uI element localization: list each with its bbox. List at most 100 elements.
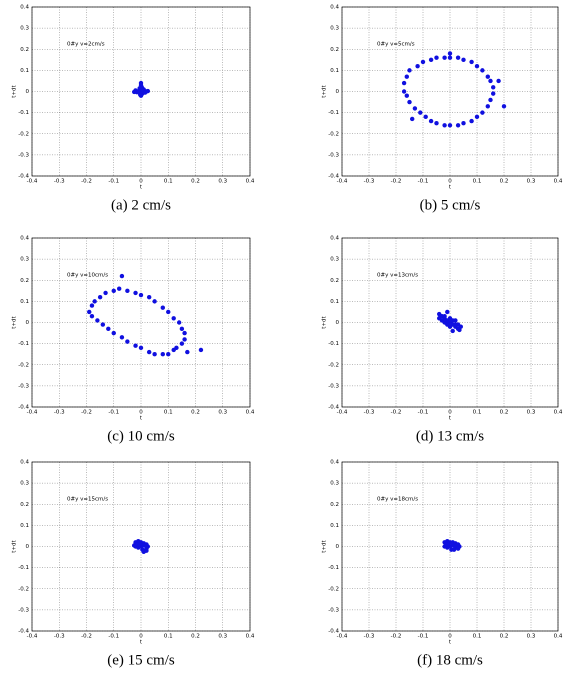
point bbox=[474, 114, 480, 120]
point bbox=[407, 68, 412, 73]
x-tick-label: 0.2 bbox=[191, 179, 200, 185]
point bbox=[119, 335, 125, 340]
y-tick-label: 0.2 bbox=[20, 502, 29, 508]
annotation: 0#y v=15cm/s bbox=[67, 497, 108, 503]
y-tick-label: 0.2 bbox=[330, 278, 339, 284]
x-tick-label: 0.3 bbox=[218, 410, 227, 416]
point bbox=[434, 120, 439, 126]
y-tick-label: -0.1 bbox=[328, 341, 339, 347]
x-tick-label: -0.4 bbox=[337, 634, 348, 640]
y-tick-label: 0.4 bbox=[20, 5, 29, 11]
y-tick-label: 0 bbox=[336, 320, 340, 326]
x-tick-label: -0.1 bbox=[418, 410, 429, 416]
y-tick-label: -0.4 bbox=[18, 405, 29, 411]
y-tick-label: 0.1 bbox=[20, 523, 29, 529]
y-axis-label: t+dt bbox=[12, 315, 18, 328]
x-tick-label: -0.2 bbox=[81, 179, 92, 185]
y-tick-label: -0.3 bbox=[18, 383, 29, 389]
annotation: 0#y v=5cm/s bbox=[377, 42, 415, 48]
y-tick-label: -0.3 bbox=[18, 607, 29, 613]
x-tick-label: -0.1 bbox=[108, 179, 119, 185]
y-tick-label: -0.1 bbox=[18, 110, 29, 116]
y-tick-label: 0.3 bbox=[330, 26, 339, 32]
point bbox=[89, 303, 95, 308]
annotation: 0#y v=10cm/s bbox=[67, 273, 108, 279]
caption: (a) 2 cm/s bbox=[111, 197, 171, 213]
y-axis-label: t+dt bbox=[322, 315, 328, 328]
x-tick-label: -0.2 bbox=[81, 410, 92, 416]
y-tick-label: 0.1 bbox=[330, 523, 339, 529]
x-tick-label: 0.2 bbox=[500, 410, 509, 416]
point bbox=[137, 92, 143, 97]
x-tick-label: 0.4 bbox=[246, 410, 255, 416]
point bbox=[446, 542, 451, 547]
point bbox=[185, 349, 190, 355]
y-tick-label: 0.3 bbox=[20, 481, 29, 487]
point bbox=[474, 63, 480, 69]
point bbox=[485, 74, 490, 79]
y-tick-label: -0.3 bbox=[328, 383, 339, 389]
point bbox=[442, 313, 447, 319]
plot-frame bbox=[31, 461, 251, 632]
x-axis-label: t bbox=[449, 640, 452, 646]
x-tick-label: 0.2 bbox=[191, 410, 200, 416]
point bbox=[171, 347, 176, 353]
point bbox=[480, 110, 485, 115]
point bbox=[106, 326, 111, 332]
y-tick-label: -0.1 bbox=[328, 565, 339, 571]
x-tick-label: 0.1 bbox=[473, 179, 482, 185]
x-tick-label: 0.4 bbox=[246, 179, 255, 185]
x-axis-label: t bbox=[140, 640, 143, 646]
x-tick-label: -0.4 bbox=[27, 179, 38, 185]
caption: (c) 10 cm/s bbox=[107, 428, 175, 444]
x-tick-label: 0.3 bbox=[527, 179, 536, 185]
y-tick-label: 0.3 bbox=[330, 257, 339, 263]
point bbox=[496, 78, 501, 84]
y-tick-label: -0.4 bbox=[18, 174, 29, 180]
annotation: 0#y v=2cm/s bbox=[67, 42, 105, 48]
y-tick-label: -0.2 bbox=[18, 586, 29, 592]
x-tick-label: 0 bbox=[448, 634, 452, 640]
x-tick-label: -0.1 bbox=[418, 634, 429, 640]
point bbox=[144, 548, 149, 553]
caption: (f) 18 cm/s bbox=[417, 652, 483, 668]
point bbox=[485, 104, 490, 109]
x-tick-label: -0.1 bbox=[108, 410, 119, 416]
point bbox=[401, 89, 407, 94]
y-tick-label: -0.3 bbox=[18, 152, 29, 158]
x-axis-label: t bbox=[140, 416, 143, 422]
y-tick-label: 0.2 bbox=[330, 502, 339, 508]
x-axis-label: t bbox=[449, 416, 452, 422]
point bbox=[133, 343, 138, 348]
x-tick-label: 0.4 bbox=[554, 410, 563, 416]
annotation: 0#y v=13cm/s bbox=[377, 273, 418, 279]
point bbox=[407, 99, 412, 105]
y-tick-label: 0.2 bbox=[330, 47, 339, 53]
point bbox=[171, 316, 176, 321]
y-tick-label: -0.3 bbox=[328, 607, 339, 613]
point bbox=[138, 345, 144, 351]
point bbox=[480, 68, 485, 73]
point bbox=[182, 330, 187, 336]
plot-frame bbox=[341, 461, 559, 632]
point bbox=[146, 349, 152, 355]
x-tick-label: -0.3 bbox=[54, 179, 65, 185]
point bbox=[139, 85, 145, 90]
point bbox=[111, 330, 116, 336]
x-axis-label: t bbox=[449, 185, 452, 191]
x-tick-label: 0 bbox=[139, 634, 143, 640]
x-tick-label: 0.2 bbox=[500, 634, 509, 640]
point bbox=[117, 286, 122, 291]
point bbox=[138, 292, 144, 298]
y-tick-label: -0.4 bbox=[328, 405, 339, 411]
x-tick-label: -0.3 bbox=[364, 410, 375, 416]
point bbox=[488, 97, 493, 103]
point bbox=[457, 327, 462, 333]
point bbox=[428, 118, 434, 124]
point bbox=[404, 74, 409, 79]
point bbox=[410, 116, 415, 122]
point bbox=[141, 543, 146, 548]
point bbox=[89, 313, 95, 319]
x-tick-label: 0.3 bbox=[218, 179, 227, 185]
